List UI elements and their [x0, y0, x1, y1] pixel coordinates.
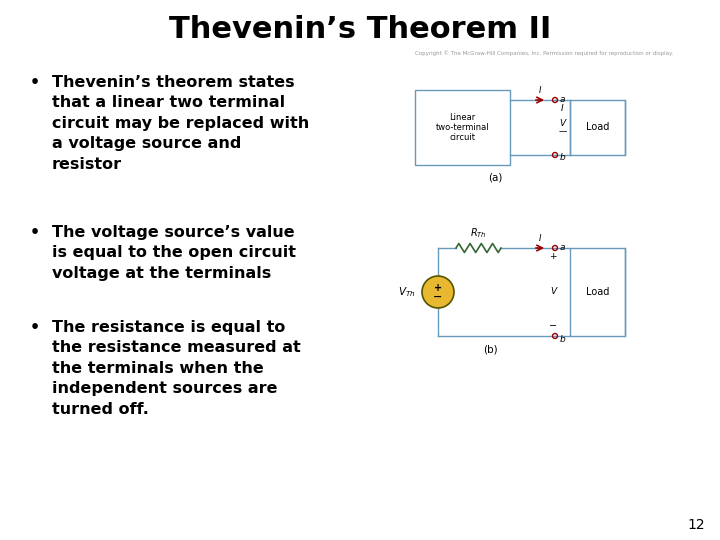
Bar	[570, 248, 625, 336]
Text: Linear
two-terminal
circuit: Linear two-terminal circuit	[436, 113, 490, 143]
Text: b: b	[560, 334, 566, 343]
Text: Thevenin’s Theorem II: Thevenin’s Theorem II	[168, 16, 552, 44]
Text: The voltage source’s value
is equal to the open circuit
voltage at the terminals: The voltage source’s value is equal to t…	[52, 225, 296, 281]
Text: —: —	[558, 127, 567, 136]
Text: I: I	[561, 104, 564, 113]
Text: −: −	[549, 321, 557, 331]
Text: •: •	[30, 320, 40, 335]
Text: 12: 12	[688, 518, 705, 532]
Text: •: •	[30, 225, 40, 240]
Text: b: b	[560, 153, 566, 163]
Text: V: V	[559, 119, 566, 128]
Text: •: •	[30, 75, 40, 90]
Text: I: I	[539, 234, 541, 243]
Text: (b): (b)	[482, 344, 498, 354]
Text: +: +	[549, 252, 557, 261]
Circle shape	[422, 276, 454, 308]
Text: a: a	[560, 94, 565, 104]
Bar	[570, 100, 625, 155]
Text: Load: Load	[586, 287, 609, 297]
Text: Thevenin’s theorem states
that a linear two terminal
circuit may be replaced wit: Thevenin’s theorem states that a linear …	[52, 75, 310, 172]
Text: V: V	[550, 287, 556, 296]
Text: −: −	[433, 292, 443, 302]
Bar	[415, 90, 510, 165]
Text: $R_{Th}$: $R_{Th}$	[470, 226, 487, 240]
Text: $V_{Th}$: $V_{Th}$	[398, 285, 416, 299]
Text: a: a	[560, 242, 565, 252]
Text: +: +	[434, 283, 442, 293]
Text: I: I	[539, 86, 541, 95]
Text: (a): (a)	[488, 172, 502, 182]
Text: Copyright © The McGraw-Hill Companies, Inc. Permission required for reproduction: Copyright © The McGraw-Hill Companies, I…	[415, 50, 673, 56]
Text: Load: Load	[586, 123, 609, 132]
Text: The resistance is equal to
the resistance measured at
the terminals when the
ind: The resistance is equal to the resistanc…	[52, 320, 301, 416]
